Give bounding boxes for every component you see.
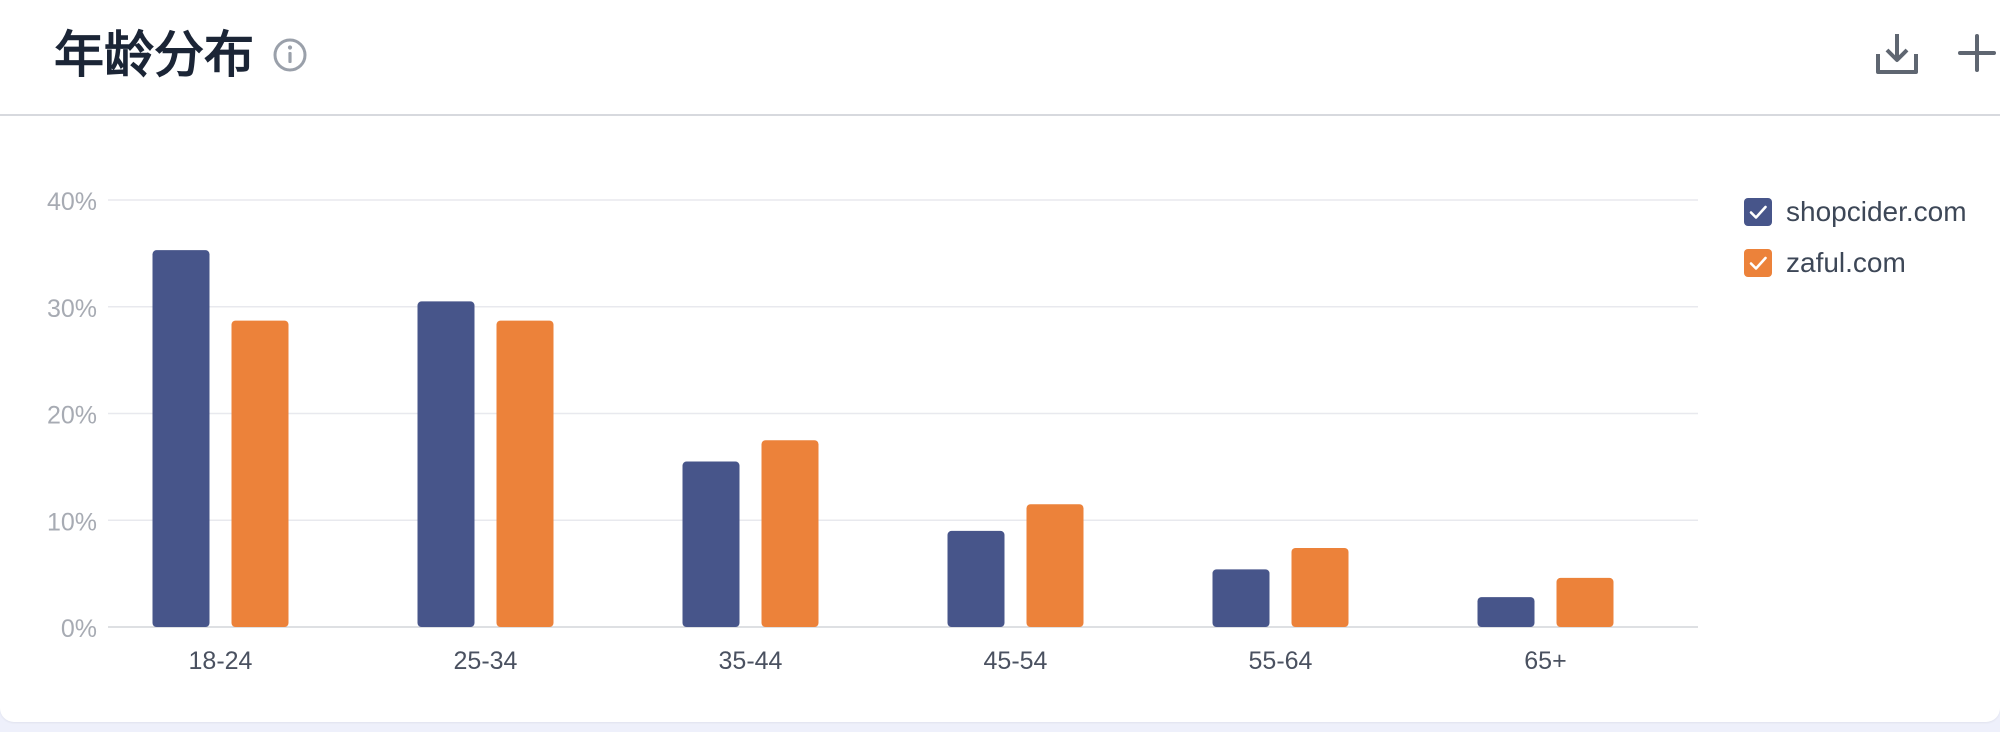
bar-zaful-com-55-64	[1291, 548, 1349, 627]
bar-zaful-com-65+	[1556, 577, 1614, 627]
plus-icon[interactable]	[1954, 30, 2000, 76]
bar-shopcider-com-35-44	[682, 461, 740, 627]
card-header: 年龄分布	[0, 0, 2000, 116]
bar-shopcider-com-25-34	[417, 301, 475, 627]
y-tick-label: 10%	[47, 508, 97, 536]
bar-zaful-com-35-44	[761, 440, 819, 627]
bar-shopcider-com-65+	[1477, 597, 1535, 627]
legend-label: shopcider.com	[1786, 196, 1967, 227]
x-tick-label: 25-34	[454, 647, 518, 675]
download-icon[interactable]	[1872, 28, 1922, 78]
y-tick-label: 0%	[61, 615, 97, 643]
bar-shopcider-com-45-54	[947, 530, 1005, 627]
bar-zaful-com-18-24	[231, 320, 289, 627]
bar-shopcider-com-18-24	[152, 250, 210, 628]
card-title: 年龄分布	[54, 26, 254, 84]
legend-label: zaful.com	[1786, 247, 1906, 278]
x-tick-label: 18-24	[189, 647, 253, 675]
checkbox-checked-icon[interactable]	[1744, 198, 1772, 226]
bar-shopcider-com-55-64	[1212, 569, 1270, 627]
bar-zaful-com-25-34	[496, 320, 554, 627]
x-tick-label: 35-44	[719, 647, 783, 675]
info-icon[interactable]	[272, 37, 308, 73]
y-tick-label: 20%	[47, 402, 97, 430]
bar-chart: 0% 10% 20% 30% 40% 18-24 25-34 35-44 45-54 55-64 6…	[47, 188, 1698, 675]
bar-zaful-com-45-54	[1026, 504, 1084, 627]
checkbox-checked-icon[interactable]	[1744, 249, 1772, 277]
x-tick-label: 65+	[1524, 647, 1566, 675]
y-tick-label: 40%	[47, 188, 97, 216]
y-tick-label: 30%	[47, 295, 97, 323]
x-tick-label: 45-54	[984, 647, 1048, 675]
x-tick-label: 55-64	[1249, 647, 1313, 675]
